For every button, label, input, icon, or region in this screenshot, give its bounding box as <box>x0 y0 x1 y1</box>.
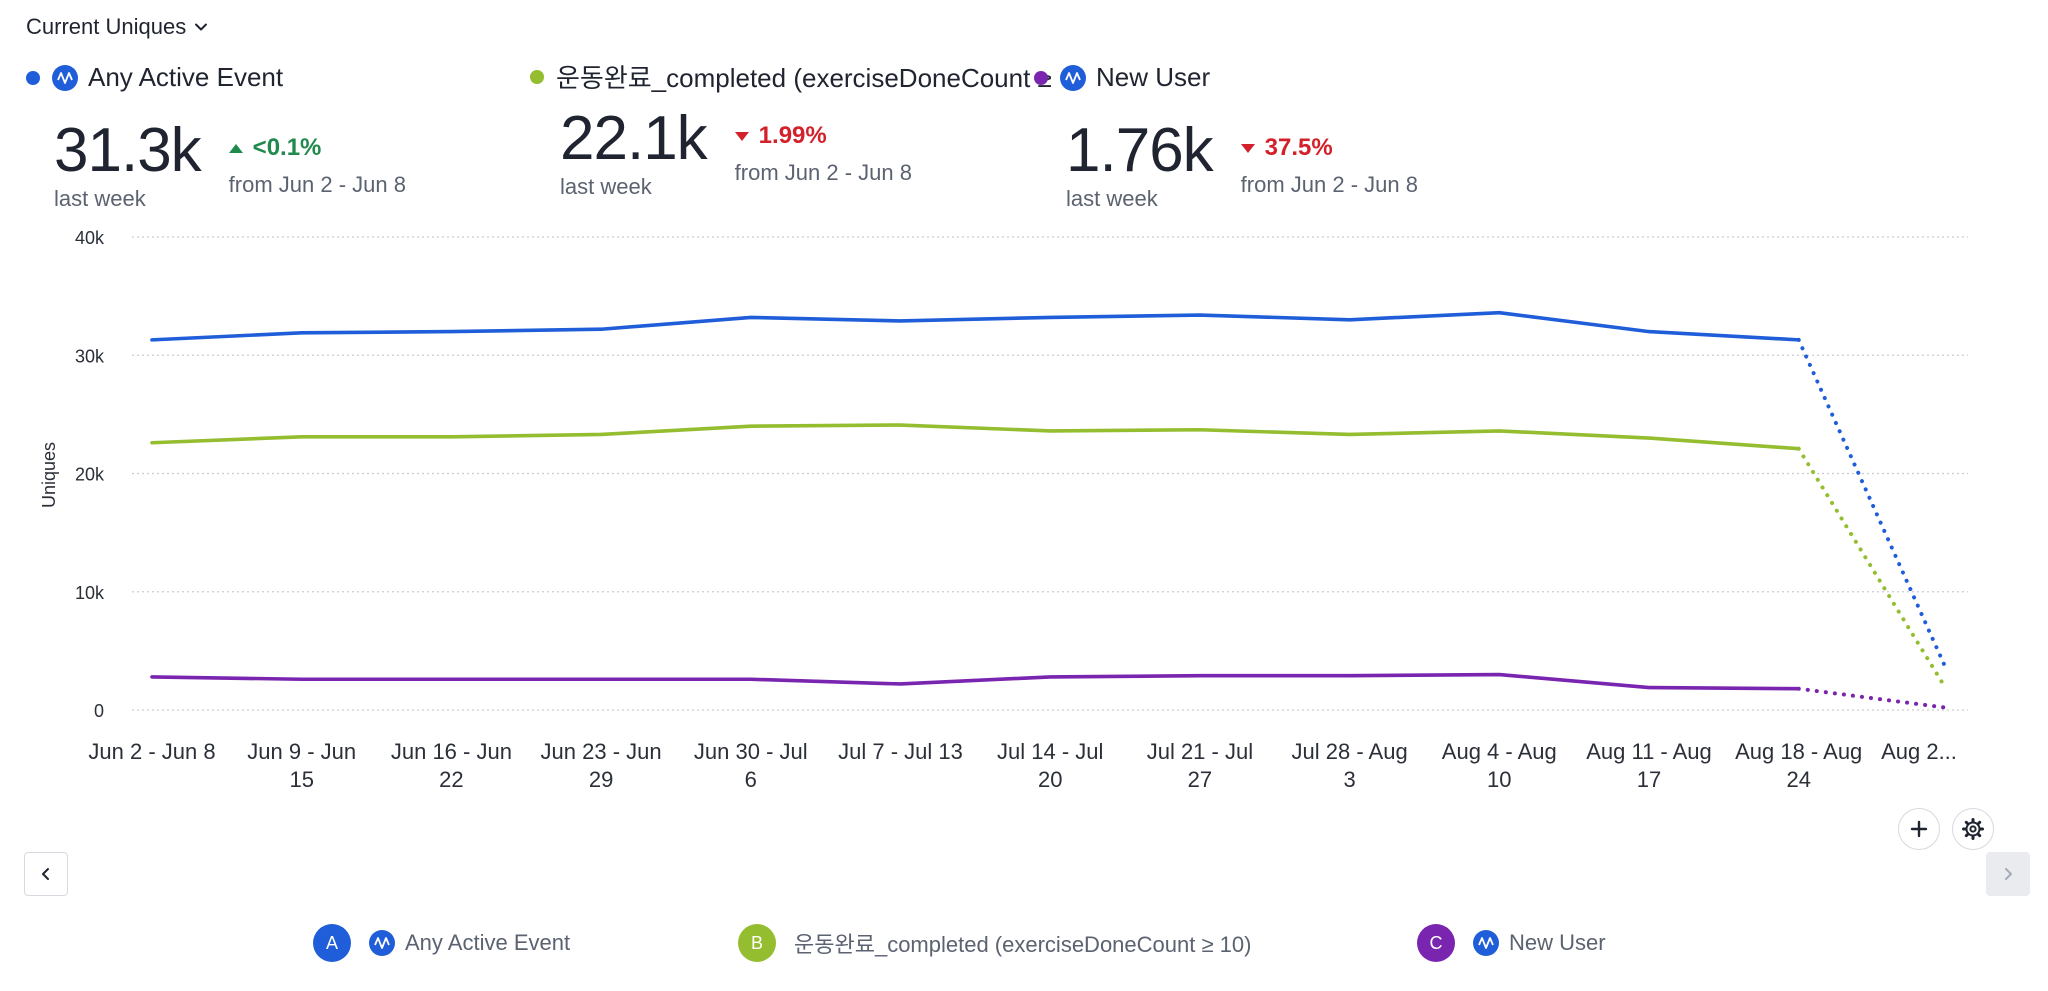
series-line[interactable] <box>150 672 1948 710</box>
x-tick-label: 17 <box>1637 767 1661 792</box>
kpi-name[interactable]: New User <box>1096 62 1211 92</box>
series-color-dot <box>530 69 544 84</box>
kpi-change: 1.99% <box>734 122 912 150</box>
x-tick-label: 24 <box>1786 767 1810 792</box>
legend-label: Any Active Event <box>405 930 571 955</box>
legend-label: 운동완료_completed (exerciseDoneCount ≥ 10) <box>794 932 1252 957</box>
x-tick-label: 6 <box>745 767 757 792</box>
x-tick-label: Jun 23 - Jun <box>541 739 662 764</box>
y-tick-label: 10k <box>75 583 105 603</box>
previous-page-button[interactable] <box>24 852 68 896</box>
legend-label: New User <box>1509 930 1606 955</box>
legend-item-a[interactable]: A Any Active Event <box>313 924 570 962</box>
metric-dropdown[interactable]: Current Uniques <box>26 14 208 40</box>
x-tick-label: Jun 16 - Jun <box>391 739 512 764</box>
settings-button[interactable] <box>1952 808 1994 850</box>
chart-series[interactable] <box>150 310 1948 710</box>
kpi-change: <0.1% <box>228 134 406 162</box>
kpi-row-any-active-event: 31.3k last week <0.1% from Jun 2 - Jun 8 <box>54 120 406 212</box>
kpi-period: last week <box>1066 186 1158 211</box>
chevron-right-icon <box>2005 868 2012 880</box>
x-tick-label: 3 <box>1343 767 1355 792</box>
x-tick-label: 29 <box>589 767 613 792</box>
event-wave-icon <box>1060 64 1086 91</box>
x-tick-label: 22 <box>439 767 463 792</box>
legend-badge: B <box>738 924 776 962</box>
kpi-new-user: New User <box>1034 62 1210 93</box>
legend-item-b[interactable]: B 운동완료_completed (exerciseDoneCount ≥ 10… <box>738 924 1251 962</box>
x-tick-label: 10 <box>1487 767 1511 792</box>
kpi-comparison: from Jun 2 - Jun 8 <box>228 172 406 197</box>
x-tick-label: 20 <box>1038 767 1062 792</box>
kpi-period: last week <box>560 174 652 199</box>
x-tick-label: 15 <box>289 767 313 792</box>
y-tick-label: 0 <box>94 701 104 721</box>
x-tick-label: Jun 30 - Jul <box>694 739 808 764</box>
kpi-value: 31.3k <box>54 116 202 185</box>
kpi-value: 22.1k <box>560 104 708 173</box>
series-incomplete-segment <box>1796 686 1948 710</box>
series-incomplete-segment <box>1796 446 1948 691</box>
trend-down-icon <box>1240 143 1255 153</box>
series-incomplete-segment <box>1796 337 1948 671</box>
series-line-path <box>150 423 1801 451</box>
series-line-path <box>150 672 1801 691</box>
x-tick-label: Jun 9 - Jun <box>247 739 356 764</box>
y-tick-label: 40k <box>75 228 105 248</box>
plus-icon <box>1910 820 1928 838</box>
kpi-comparison: from Jun 2 - Jun 8 <box>1240 172 1418 197</box>
series-line[interactable] <box>150 423 1948 691</box>
kpi-any-active-event: Any Active Event <box>26 62 283 93</box>
line-chart[interactable]: 0 10k 20k 30k 40k Uniques Jun 2 - Jun 8 Jun 9… <box>0 220 2048 800</box>
series-line-path <box>150 310 1801 342</box>
x-tick-label: Jun 2 - Jun 8 <box>88 739 215 764</box>
event-wave-icon <box>52 64 78 91</box>
kpi-change-value: 37.5% <box>1264 134 1333 161</box>
y-axis-ticks: 0 10k 20k 30k 40k <box>75 228 105 721</box>
chevron-down-icon <box>195 23 208 31</box>
x-tick-label: Aug 4 - Aug <box>1442 739 1557 764</box>
kpi-row-new-user: 1.76k last week 37.5% from Jun 2 - Jun 8 <box>1066 120 1418 212</box>
x-tick-label: Aug 18 - Aug <box>1735 739 1862 764</box>
kpi-row-exercise-completed: 22.1k last week 1.99% from Jun 2 - Jun 8 <box>560 108 912 200</box>
x-tick-label: Jul 28 - Aug <box>1292 739 1408 764</box>
legend-item-c[interactable]: C New User <box>1417 924 1606 962</box>
series-line[interactable] <box>150 310 1948 671</box>
next-page-button[interactable] <box>1986 852 2030 896</box>
kpi-name[interactable]: 운동완료_completed (exerciseDoneCount ≥ <box>556 63 1052 93</box>
kpi-period: last week <box>54 186 146 211</box>
trend-down-icon <box>734 131 749 141</box>
series-color-dot <box>1034 70 1048 85</box>
chevron-left-icon <box>42 868 49 880</box>
legend-badge: C <box>1417 924 1455 962</box>
kpi-exercise-completed: 운동완료_completed (exerciseDoneCount ≥ <box>530 58 1052 95</box>
y-tick-label: 20k <box>75 465 105 485</box>
kpi-change-value: 1.99% <box>758 122 827 149</box>
y-axis-label: Uniques <box>39 442 59 508</box>
trend-up-icon <box>228 143 243 153</box>
kpi-comparison: from Jun 2 - Jun 8 <box>734 160 912 185</box>
legend-badge: A <box>313 924 351 962</box>
x-axis-ticks: Jun 2 - Jun 8 Jun 9 - Jun 15 Jun 16 - Jun 22… <box>88 739 1957 792</box>
x-tick-label: Aug 11 - Aug <box>1586 739 1712 764</box>
kpi-change: 37.5% <box>1240 134 1418 162</box>
x-tick-label: Jul 21 - Jul <box>1147 739 1253 764</box>
chart-grid <box>132 236 1968 711</box>
y-tick-label: 30k <box>75 346 105 366</box>
x-tick-label: Aug 2... <box>1881 739 1957 764</box>
add-button[interactable] <box>1898 808 1940 850</box>
kpi-name[interactable]: Any Active Event <box>88 62 284 92</box>
event-wave-icon <box>369 930 395 956</box>
metric-dropdown-label: Current Uniques <box>26 14 187 39</box>
gear-icon <box>1962 818 1984 840</box>
kpi-value: 1.76k <box>1066 116 1214 185</box>
kpi-change-value: <0.1% <box>252 134 322 161</box>
x-tick-label: Jul 7 - Jul 13 <box>838 739 963 764</box>
event-wave-icon <box>1473 930 1499 956</box>
x-tick-label: Jul 14 - Jul <box>997 739 1103 764</box>
x-tick-label: 27 <box>1188 767 1212 792</box>
series-color-dot <box>26 70 40 85</box>
